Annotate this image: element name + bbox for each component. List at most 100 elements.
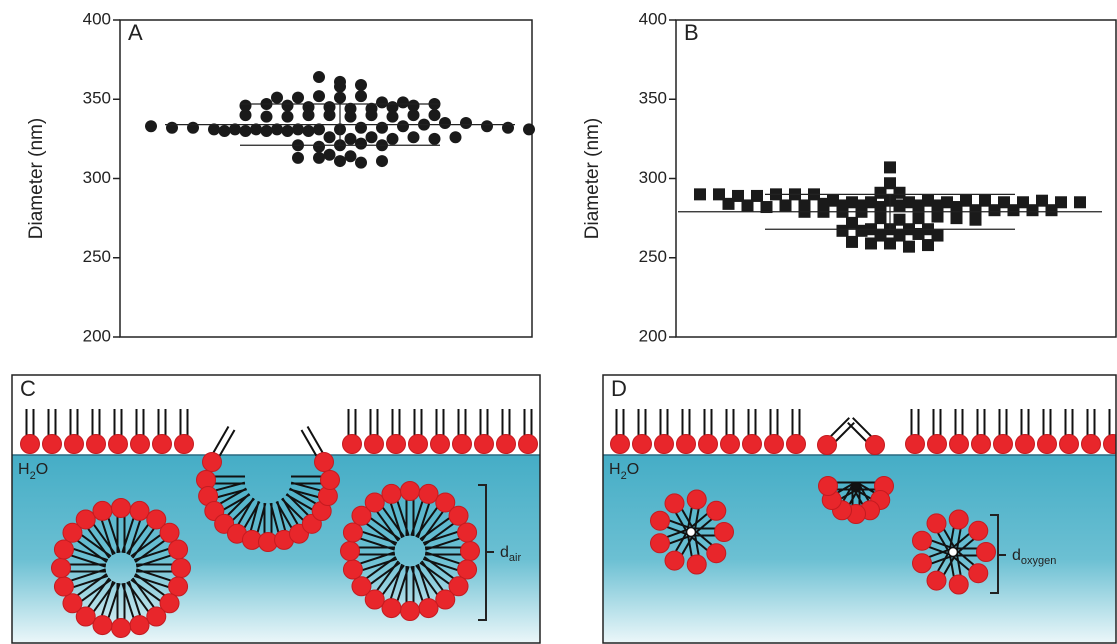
lipid-tail [249, 501, 260, 531]
lipid-head [976, 542, 996, 562]
lipid-tail [133, 547, 169, 561]
lipid-head [159, 593, 180, 614]
data-point [912, 227, 925, 240]
lipid-head [92, 500, 113, 521]
lipid-tail [842, 483, 854, 502]
data-point [302, 109, 315, 122]
lipid-tail [417, 563, 431, 599]
data-point [979, 194, 991, 207]
data-point [355, 121, 367, 134]
lipid-head [518, 434, 538, 454]
lipid-tail [955, 553, 962, 576]
lipid-head [400, 601, 420, 621]
data-point [523, 123, 535, 136]
lipid-head [342, 522, 363, 543]
lipid-tail [131, 577, 155, 608]
data-point [281, 110, 294, 123]
bracket [478, 484, 494, 621]
water-label: H2O [609, 461, 639, 482]
lipid-head [202, 452, 222, 472]
lipid-head [364, 434, 384, 454]
lipid-tail [306, 425, 324, 453]
lipid-head [457, 522, 478, 543]
lipid-head [20, 434, 40, 454]
data-point [313, 71, 325, 84]
lipid-tail [931, 555, 953, 565]
data-point [260, 124, 273, 137]
lipid-tail [425, 537, 460, 551]
lipid-tail [675, 531, 688, 552]
lipid-head [1081, 434, 1101, 454]
lipid-head [686, 554, 707, 575]
lipid-tail [300, 429, 318, 457]
data-point [865, 237, 877, 250]
lipid-head [340, 541, 360, 561]
data-point [836, 224, 849, 237]
lipid-head [146, 509, 167, 530]
data-point [239, 99, 252, 112]
lipid-head [159, 522, 180, 543]
lipid-head [351, 505, 372, 526]
lipid-tail [681, 534, 694, 556]
data-point [271, 91, 283, 104]
y-axis-title: Diameter (nm) [26, 118, 47, 239]
data-point [931, 199, 944, 212]
data-point [271, 123, 283, 136]
data-point [208, 123, 220, 136]
data-point [922, 239, 934, 252]
data-point [903, 240, 915, 253]
lipid-tail [694, 518, 713, 535]
lipid-head [111, 618, 131, 638]
lipid-tail [948, 527, 955, 550]
lipid-head [92, 615, 113, 636]
lipid-tail [100, 520, 114, 556]
y-tick-label: 350 [83, 89, 111, 108]
lipid-tail [943, 528, 956, 550]
data-point [250, 123, 262, 136]
lipid-head [64, 434, 84, 454]
lipid-tail [275, 501, 293, 529]
y-tick-label: 250 [83, 247, 111, 266]
data-point [166, 121, 178, 134]
lipid-tail [419, 517, 450, 541]
lipid-tail [87, 528, 111, 559]
data-point [1074, 196, 1086, 209]
lipid-head [408, 434, 428, 454]
y-tick-label: 250 [639, 247, 667, 266]
lipid-tail [128, 580, 142, 616]
lipid-head [720, 434, 740, 454]
oxygen-core [685, 526, 697, 538]
lipid-head [817, 435, 837, 455]
lipid-tail [681, 508, 694, 530]
data-point [428, 109, 441, 122]
y-tick-label: 300 [83, 168, 111, 187]
data-point [239, 109, 252, 122]
data-point [292, 151, 304, 164]
lipid-tail [77, 540, 108, 563]
lipid-head [171, 558, 191, 578]
lipid-tail [951, 555, 970, 571]
lipid-tail [675, 512, 688, 533]
data-point [407, 109, 420, 122]
lipid-tail [669, 519, 691, 529]
lipid-tail [269, 502, 280, 533]
data-point [229, 123, 241, 136]
lipid-tail [389, 503, 403, 539]
panel-label: C [20, 376, 36, 401]
lipid-tail [415, 507, 438, 538]
lipid-head [714, 522, 734, 542]
lipid-head [75, 606, 96, 627]
lipid-tail [121, 518, 135, 553]
lipid-tail [666, 528, 689, 538]
lipid-head [676, 434, 696, 454]
lipid-head [786, 434, 806, 454]
lipid-head [1037, 434, 1057, 454]
data-point [827, 194, 839, 207]
lipid-head [1103, 434, 1116, 454]
lipid-head [320, 470, 340, 490]
lipid-head [381, 598, 402, 619]
lipid-tail [422, 530, 458, 544]
data-point [969, 213, 982, 226]
data-point [481, 120, 493, 133]
lipid-head [905, 434, 925, 454]
